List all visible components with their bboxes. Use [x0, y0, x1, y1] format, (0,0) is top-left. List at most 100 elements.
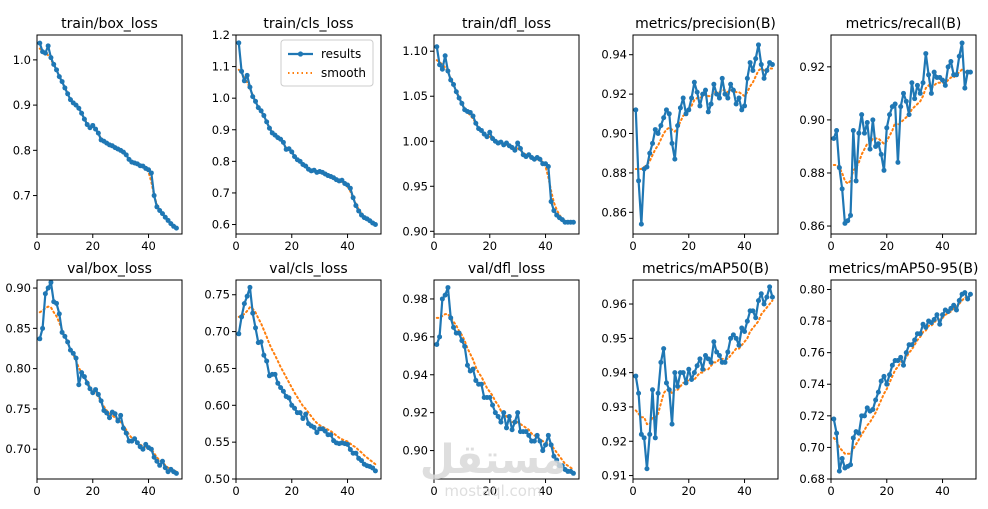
y-tick-label: 0.98 [402, 292, 428, 306]
y-tick-label: 0.95 [402, 179, 428, 193]
y-tick-label: 0.90 [402, 224, 428, 238]
y-tick-label: 0.90 [402, 444, 428, 458]
results-point [537, 438, 543, 444]
results-point [831, 416, 837, 422]
x-tick-label: 0 [430, 484, 437, 498]
results-point [272, 371, 278, 377]
legend-smooth-label: smooth [321, 66, 366, 80]
y-tick-label: 0.70 [799, 440, 825, 454]
results-point [722, 91, 728, 97]
y-tick-label: 0.74 [799, 377, 825, 391]
results-point [501, 410, 507, 416]
y-tick-label: 0.8 [13, 143, 31, 157]
y-tick-label: 0.75 [204, 288, 230, 302]
results-point [322, 428, 328, 434]
results-point [261, 352, 267, 358]
results-point [884, 381, 890, 387]
axes-frame [632, 279, 779, 480]
results-point [81, 116, 87, 122]
y-tick-label: 1.2 [212, 28, 230, 42]
results-point [755, 298, 761, 304]
results-point [275, 380, 281, 386]
results-point [244, 72, 250, 78]
results-point [859, 112, 865, 118]
results-point [677, 105, 683, 111]
y-tick-label: 0.6 [212, 218, 230, 232]
results-point [314, 430, 320, 436]
results-point [638, 431, 644, 437]
results-point [848, 212, 854, 218]
results-point [40, 325, 46, 331]
results-point [917, 90, 923, 96]
results-point [570, 219, 576, 225]
results-point [118, 412, 124, 418]
legend-results-marker [297, 51, 304, 57]
x-tick-label: 20 [284, 484, 299, 498]
x-tick-label: 40 [141, 239, 156, 253]
y-tick-label: 0.95 [601, 331, 627, 345]
results-point [733, 335, 739, 341]
y-tick-label: 0.9 [13, 98, 31, 112]
legend-results-label: results [321, 47, 361, 61]
axes-frame [36, 34, 183, 235]
results-point [140, 446, 146, 452]
results-point [691, 370, 697, 376]
results-point [462, 343, 468, 349]
results-point [903, 98, 909, 104]
watermark: مستقل mostaql.com [420, 437, 566, 500]
results-point [244, 293, 250, 299]
results-point [680, 370, 686, 376]
results-point [694, 363, 700, 369]
results-point [112, 411, 118, 417]
results-point [867, 146, 873, 152]
results-point [79, 110, 85, 116]
results-point [162, 465, 168, 471]
results-point [730, 87, 736, 93]
results-point [956, 298, 962, 304]
results-point [173, 225, 179, 231]
results-point [920, 80, 926, 86]
results-point [543, 442, 549, 448]
results-point [67, 347, 73, 353]
results-point [834, 128, 840, 134]
y-tick-label: 0.94 [402, 368, 428, 382]
x-tick-label: 0 [827, 484, 834, 498]
results-point [836, 468, 842, 474]
results-point [434, 341, 440, 347]
results-point [967, 69, 973, 75]
x-tick-label: 0 [33, 484, 40, 498]
results-point [650, 387, 656, 393]
results-point [845, 218, 851, 224]
results-point [663, 380, 669, 386]
results-point [459, 100, 465, 106]
results-point [554, 457, 560, 463]
axes-frame [433, 279, 580, 480]
legend-frame [280, 39, 374, 87]
results-point [714, 349, 720, 355]
results-point [258, 108, 264, 114]
results-point [708, 359, 714, 365]
results-point [703, 87, 708, 93]
y-tick-label: 0.88 [799, 166, 825, 180]
axes-frame [235, 34, 382, 235]
results-point [901, 362, 906, 368]
x-tick-label: 20 [681, 239, 696, 253]
results-point [940, 312, 946, 318]
results-point [451, 82, 457, 88]
results-point [442, 53, 448, 59]
y-tick-label: 0.88 [601, 166, 627, 180]
results-point [962, 85, 968, 91]
results-point [76, 382, 82, 388]
results-point [473, 377, 479, 383]
results-point [887, 372, 893, 378]
results-point [509, 427, 515, 433]
x-tick-label: 0 [827, 239, 834, 253]
results-point [683, 111, 689, 117]
results-point [478, 127, 484, 133]
y-tick-label: 0.78 [799, 314, 825, 328]
results-point [680, 95, 686, 101]
results-point [956, 53, 962, 59]
results-point [456, 330, 462, 336]
